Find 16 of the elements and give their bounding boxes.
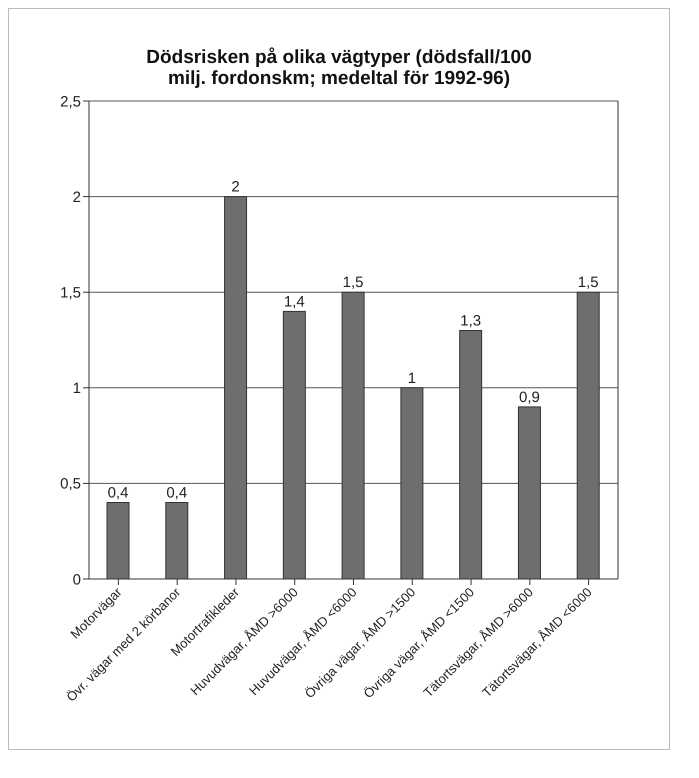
data-label: 0,9 <box>519 388 540 406</box>
data-label: 0,4 <box>108 484 128 502</box>
y-tick-label: 0 <box>72 571 81 588</box>
data-label: 1,3 <box>460 312 482 330</box>
data-label: 1,5 <box>578 274 599 292</box>
data-label: 1,5 <box>342 274 364 292</box>
y-tick-label: 1 <box>72 380 81 398</box>
data-label: 2 <box>231 178 240 196</box>
data-label: 1 <box>408 370 416 387</box>
y-tick-label: 2 <box>72 188 81 206</box>
chart-title: Dödsrisken på olika vägtyper (dödsfall/100 milj. fordonskm; medeltal för 1992-96) <box>145 47 533 89</box>
y-tick-label: 1,5 <box>60 284 81 302</box>
data-label: 0,4 <box>166 484 188 502</box>
y-tick-label: 2,5 <box>60 93 81 110</box>
data-label: 1,4 <box>284 293 305 310</box>
y-tick-label: 0,5 <box>60 476 81 493</box>
